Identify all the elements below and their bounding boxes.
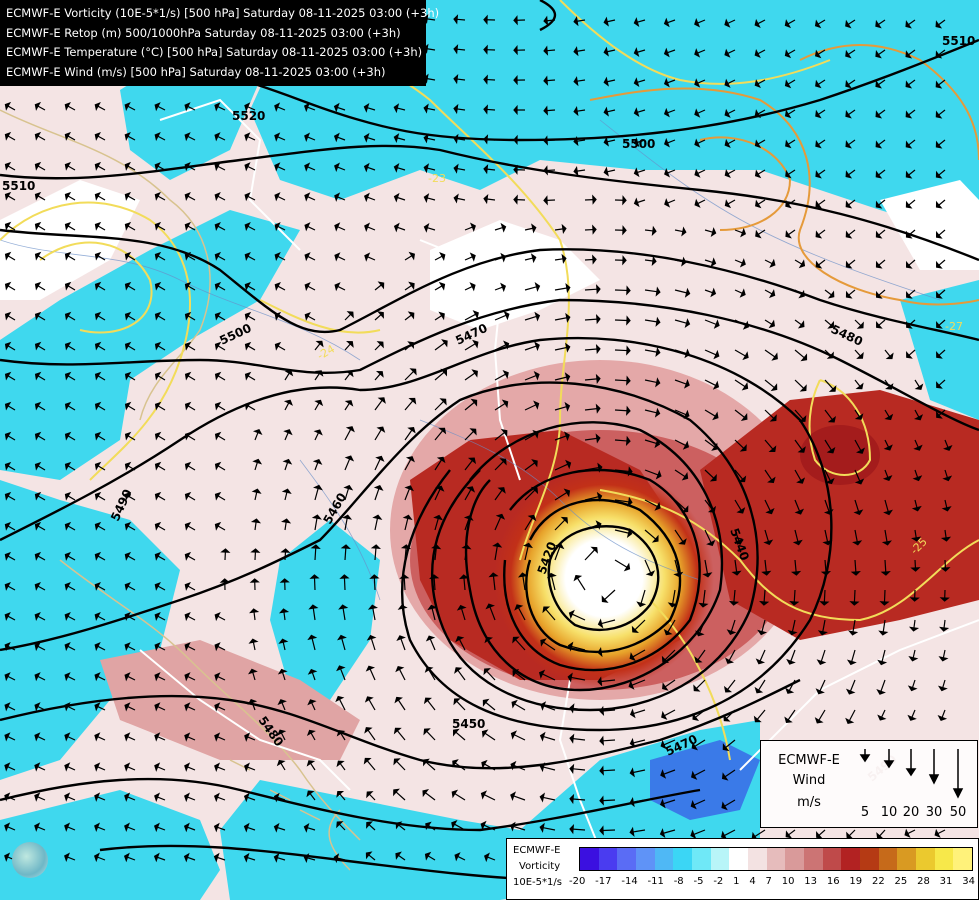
colorbar-swatch [804, 848, 823, 870]
colorbar-tick: 22 [872, 876, 885, 887]
contour-label: 5510 [942, 34, 975, 48]
colorbar-swatch [655, 848, 674, 870]
wind-speed-label: 30 [924, 805, 944, 820]
wind-arrow [457, 49, 465, 50]
colorbar-tick: -5 [694, 876, 704, 887]
colorbar-tick: 31 [940, 876, 953, 887]
wind-arrow [487, 109, 495, 110]
wind-arrow [603, 770, 615, 771]
colorbar-swatch [953, 848, 972, 870]
colorbar-swatch [785, 848, 804, 870]
wind-arrow [615, 410, 627, 411]
colorbar-swatch [823, 848, 842, 870]
wind-arrow [547, 110, 555, 111]
wind-arrow [315, 548, 316, 560]
colorbar-tick: 7 [766, 876, 772, 887]
colorbar-swatch [617, 848, 636, 870]
colorbar-tick: -2 [713, 876, 723, 887]
contour-label: 5520 [232, 109, 265, 123]
wind-arrow [854, 590, 855, 602]
wind-arrow [457, 19, 465, 20]
wind-arrow [615, 380, 627, 381]
colorbar-swatch [580, 848, 599, 870]
contour-label: 5510 [2, 179, 35, 193]
wind-arrow [487, 139, 495, 140]
vorticity-legend-name: Vorticity [519, 861, 560, 872]
provider-logo [12, 842, 48, 878]
vorticity-legend-unit: 10E-5*1/s [513, 877, 562, 888]
colorbar-swatch [636, 848, 655, 870]
wind-arrow [824, 590, 825, 602]
colorbar-swatch [935, 848, 954, 870]
vorticity-legend-model: ECMWF-E [513, 845, 561, 856]
colorbar-swatch [673, 848, 692, 870]
wind-arrow [547, 50, 555, 51]
wind-arrow [855, 560, 856, 572]
colorbar-swatch [879, 848, 898, 870]
colorbar-tick: 10 [782, 876, 795, 887]
wind-arrow [603, 830, 615, 831]
wind-arrow [547, 80, 555, 81]
wind-arrow [885, 560, 886, 572]
colorbar-swatch [860, 848, 879, 870]
colorbar-swatch [599, 848, 618, 870]
vorticity-legend: ECMWF-E Vorticity 10E-5*1/s -20 -17 -14 -11… [506, 838, 979, 900]
contour-label: 5500 [622, 137, 655, 151]
colorbar-tick: 16 [827, 876, 840, 887]
wind-arrow [404, 578, 405, 590]
title-retop: ECMWF-E Retop (m) 500/1000hPa Saturday 0… [6, 24, 426, 44]
colorbar-swatch [692, 848, 711, 870]
wind-speed-label: 20 [901, 805, 921, 820]
title-temperature: ECMWF-E Temperature (°C) [500 hPa] Satur… [6, 43, 426, 63]
wind-arrow [374, 578, 375, 590]
isotherm-label: -23 [428, 172, 446, 185]
colorbar-tick: 4 [749, 876, 755, 887]
wind-speed-label: 10 [879, 805, 899, 820]
colorbar-swatch [897, 848, 916, 870]
colorbar-tick: -17 [595, 876, 611, 887]
wind-arrow [603, 800, 615, 801]
wind-arrow [615, 350, 627, 351]
colorbar-tick: 28 [917, 876, 930, 887]
wind-arrow [434, 578, 435, 590]
wind-arrow [794, 590, 795, 602]
colorbar-tick: 19 [849, 876, 862, 887]
isotherm-label: -27 [945, 320, 963, 333]
map-title-box: ECMWF-E Vorticity (10E-5*1/s) [500 hPa] … [0, 0, 426, 86]
colorbar-swatch [711, 848, 730, 870]
colorbar-swatch [748, 848, 767, 870]
wind-speed-label: 5 [857, 805, 873, 820]
wind-arrow [487, 169, 495, 170]
wind-arrow [344, 578, 345, 590]
colorbar-tick: 25 [895, 876, 908, 887]
wind-arrow [585, 289, 597, 290]
colorbar-tick: 13 [804, 876, 817, 887]
title-wind: ECMWF-E Wind (m/s) [500 hPa] Saturday 08… [6, 63, 426, 83]
colorbar-tick: -14 [621, 876, 637, 887]
wind-legend: ECMWF-E Wind m/s 5 10 20 30 50 [760, 740, 978, 828]
vorticity-colorbar-ticks: -20 -17 -14 -11 -8 -5 -2 1 4 7 10 13 16 19 22 25 28 31 34 [569, 876, 975, 887]
colorbar-tick: 1 [733, 876, 739, 887]
colorbar-swatch [916, 848, 935, 870]
wind-speed-label: 50 [948, 805, 968, 820]
vorticity-colorbar [579, 847, 973, 871]
colorbar-tick: -20 [569, 876, 585, 887]
wind-arrow [547, 140, 555, 141]
wind-arrow [615, 320, 627, 321]
wind-arrow [603, 740, 615, 741]
wind-arrow [884, 590, 885, 602]
wind-arrow [547, 20, 555, 21]
colorbar-swatch [767, 848, 786, 870]
wind-arrow [345, 548, 346, 560]
colorbar-tick: 34 [962, 876, 975, 887]
contour-label: 5450 [452, 717, 485, 731]
colorbar-swatch [841, 848, 860, 870]
colorbar-swatch [729, 848, 748, 870]
title-vorticity: ECMWF-E Vorticity (10E-5*1/s) [500 hPa] … [6, 4, 426, 24]
colorbar-tick: -11 [648, 876, 664, 887]
colorbar-tick: -8 [674, 876, 684, 887]
